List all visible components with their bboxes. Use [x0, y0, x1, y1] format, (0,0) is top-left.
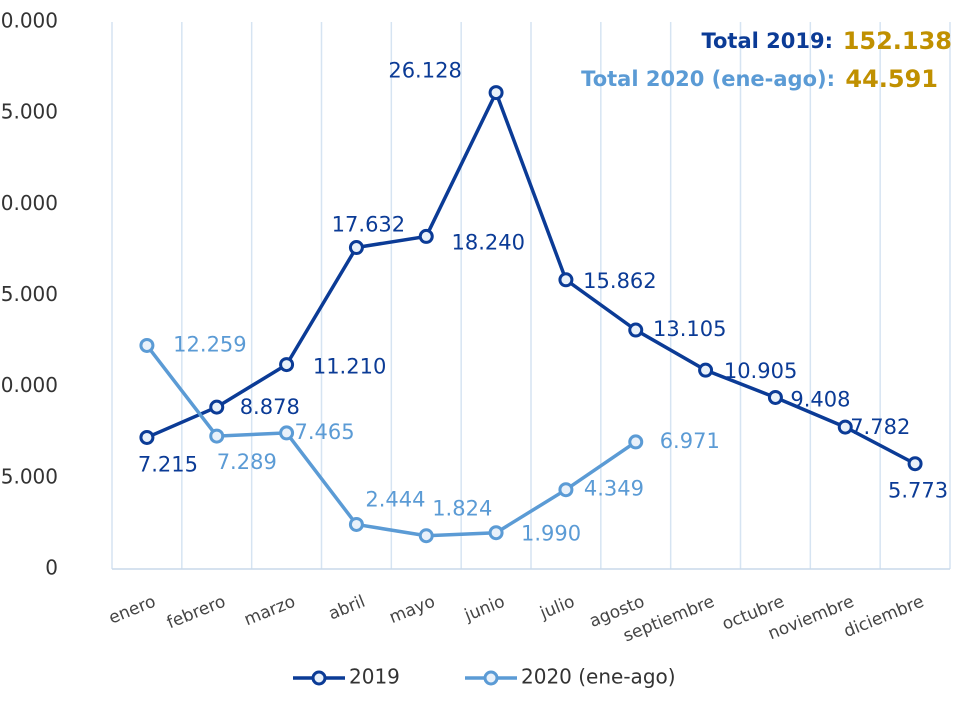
- marker: [767, 389, 783, 405]
- series-layer: 7.215 8.878 11.210 17.632 18.240 26.128 15.862…: [138, 59, 948, 689]
- marker: [209, 428, 225, 444]
- data-label: 11.210: [313, 355, 386, 379]
- marker: [628, 322, 644, 338]
- x-tick-label: enero: [106, 592, 159, 629]
- marker: [558, 482, 574, 498]
- legend-label: 2020 (ene-ago): [521, 665, 676, 689]
- y-tick-label: 5.000: [1, 464, 58, 488]
- data-label: 1.990: [521, 522, 581, 546]
- legend-marker: [311, 670, 327, 686]
- annotation: Total 2020 (ene-ago):: [581, 67, 835, 91]
- data-label: 1.824: [432, 497, 492, 521]
- data-label: 13.105: [653, 317, 726, 341]
- data-label: 6.971: [660, 429, 720, 453]
- data-label: 7.465: [295, 420, 355, 444]
- x-tick-label: junio: [461, 592, 508, 626]
- marker: [348, 516, 364, 532]
- marker: [488, 85, 504, 101]
- data-label: 4.349: [584, 477, 644, 501]
- annotation: Total 2019:: [701, 29, 833, 53]
- data-label: 15.862: [583, 269, 656, 293]
- marker: [139, 337, 155, 353]
- y-tick-label: 0: [45, 556, 58, 580]
- marker: [279, 357, 295, 373]
- data-label: 7.289: [217, 450, 277, 474]
- x-tick-label: diciembre: [841, 592, 927, 642]
- legend-marker: [483, 670, 499, 686]
- data-label: 5.773: [888, 479, 948, 503]
- y-tick-label: 20.000: [0, 191, 58, 215]
- data-label: 9.408: [790, 387, 850, 411]
- marker: [279, 425, 295, 441]
- plot: 0 5.000 10.000 15.000 20.000 25.000 30.000 ener…: [0, 9, 951, 646]
- x-tick-label: abril: [326, 592, 368, 625]
- data-label: 7.215: [138, 452, 198, 476]
- data-label: 17.632: [332, 213, 405, 237]
- x-tick-label: mayo: [387, 592, 438, 628]
- x-tick-label: febrero: [164, 592, 228, 634]
- x-tick-label: marzo: [241, 592, 298, 631]
- series-line: [146, 88, 916, 466]
- y-tick-label: 10.000: [0, 373, 58, 397]
- marker: [837, 419, 853, 435]
- y-tick-label: 15.000: [0, 282, 58, 306]
- marker: [907, 456, 923, 472]
- data-label: 18.240: [452, 230, 525, 254]
- data-label: 10.905: [724, 359, 797, 383]
- legend-label: 2019: [349, 665, 400, 689]
- y-tick-label: 25.000: [0, 100, 58, 124]
- marker: [139, 429, 155, 445]
- marker: [209, 399, 225, 415]
- data-label: 2.444: [365, 487, 425, 511]
- marker: [558, 272, 574, 288]
- data-label: 12.259: [173, 332, 246, 356]
- data-label: 26.128: [388, 59, 461, 83]
- marker: [488, 525, 504, 541]
- marker: [628, 434, 644, 450]
- annotation-value: 44.591: [845, 65, 938, 93]
- marker: [418, 528, 434, 544]
- y-tick-label: 30.000: [0, 9, 58, 33]
- series-line: [145, 344, 637, 538]
- annotation-value: 152.138: [843, 27, 952, 55]
- data-label: 8.878: [240, 395, 300, 419]
- marker: [418, 228, 434, 244]
- marker: [698, 362, 714, 378]
- data-label: 7.782: [850, 415, 910, 439]
- marker: [348, 240, 364, 256]
- x-tick-label: julio: [536, 592, 577, 624]
